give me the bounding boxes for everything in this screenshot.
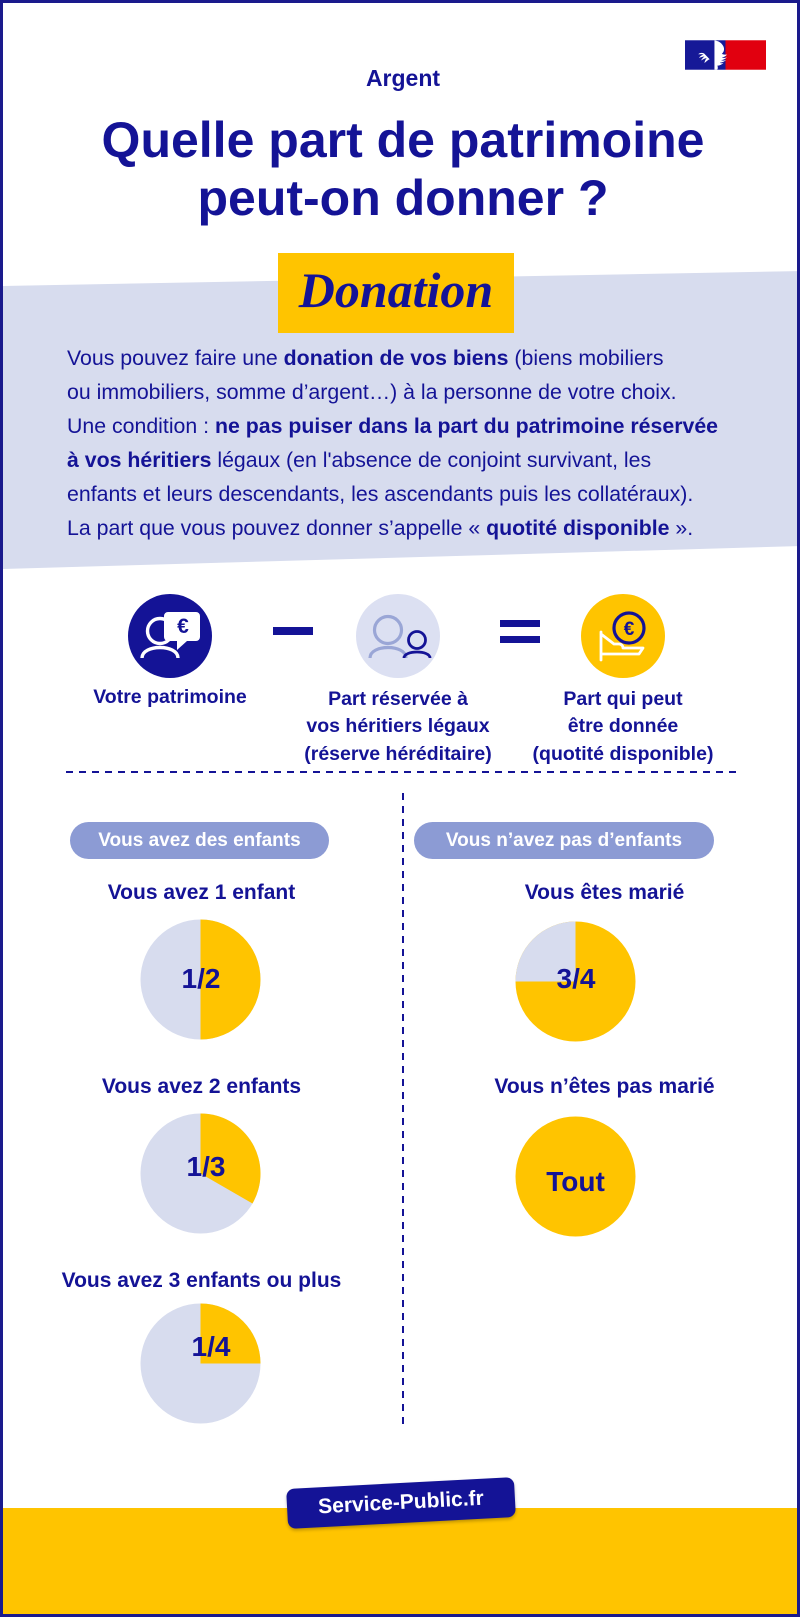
svg-text:€: € <box>624 619 635 640</box>
svg-text:€: € <box>177 615 189 638</box>
